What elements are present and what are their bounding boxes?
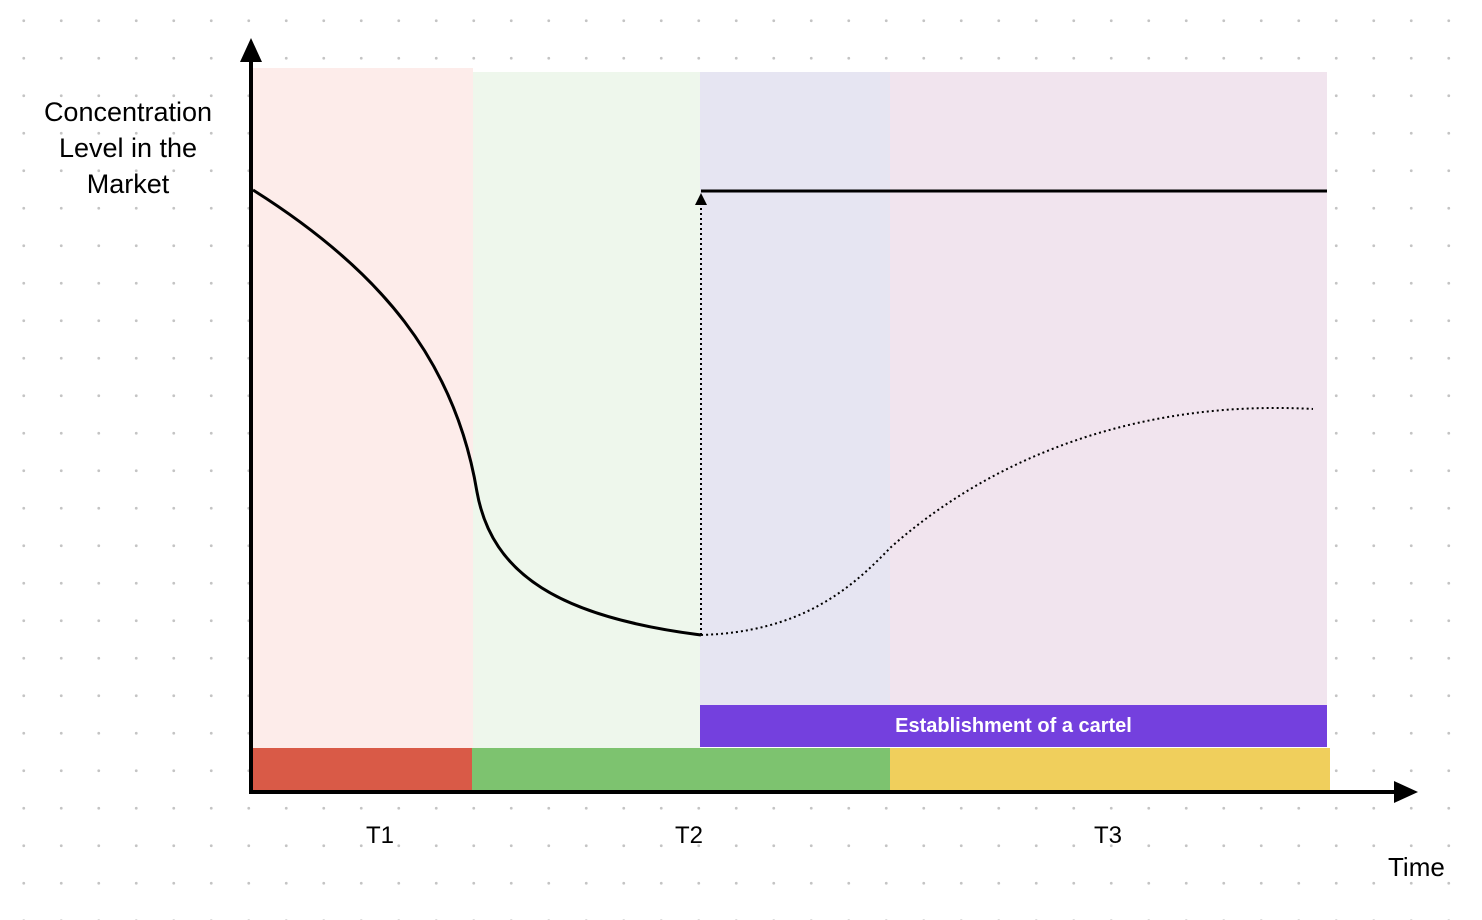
period-bar-t1 [252, 748, 472, 790]
y-axis-label-line-2: Level in the [58, 133, 198, 163]
zone-t1-background [252, 68, 473, 748]
x-axis-arrowhead [1394, 781, 1418, 803]
zone-cartel-early-background [700, 72, 890, 705]
x-axis-label: Time [1388, 852, 1445, 882]
zone-t2-background [473, 72, 700, 748]
counterfactual-dotted-curve [700, 407, 1314, 636]
y-axis-label-line-1: Concentration [43, 97, 213, 127]
period-label-t3: T3 [1094, 822, 1123, 849]
cartel-jump-arrowhead [695, 193, 707, 205]
period-bar-t2 [472, 748, 890, 790]
cartel-label: Establishment of a cartel [895, 714, 1132, 737]
period-label-t2: T2 [675, 822, 704, 849]
cartel-establishment-bar: Establishment of a cartel [700, 705, 1327, 747]
period-bar-t3 [890, 748, 1330, 790]
concentration-curve [252, 188, 702, 637]
period-label-t1: T1 [366, 822, 395, 849]
zone-t3-background [890, 72, 1327, 705]
y-axis-label-line-3: Market [86, 169, 170, 199]
y-axis-label: Concentration Level in the Market [18, 94, 238, 202]
y-axis-arrowhead [240, 38, 262, 62]
